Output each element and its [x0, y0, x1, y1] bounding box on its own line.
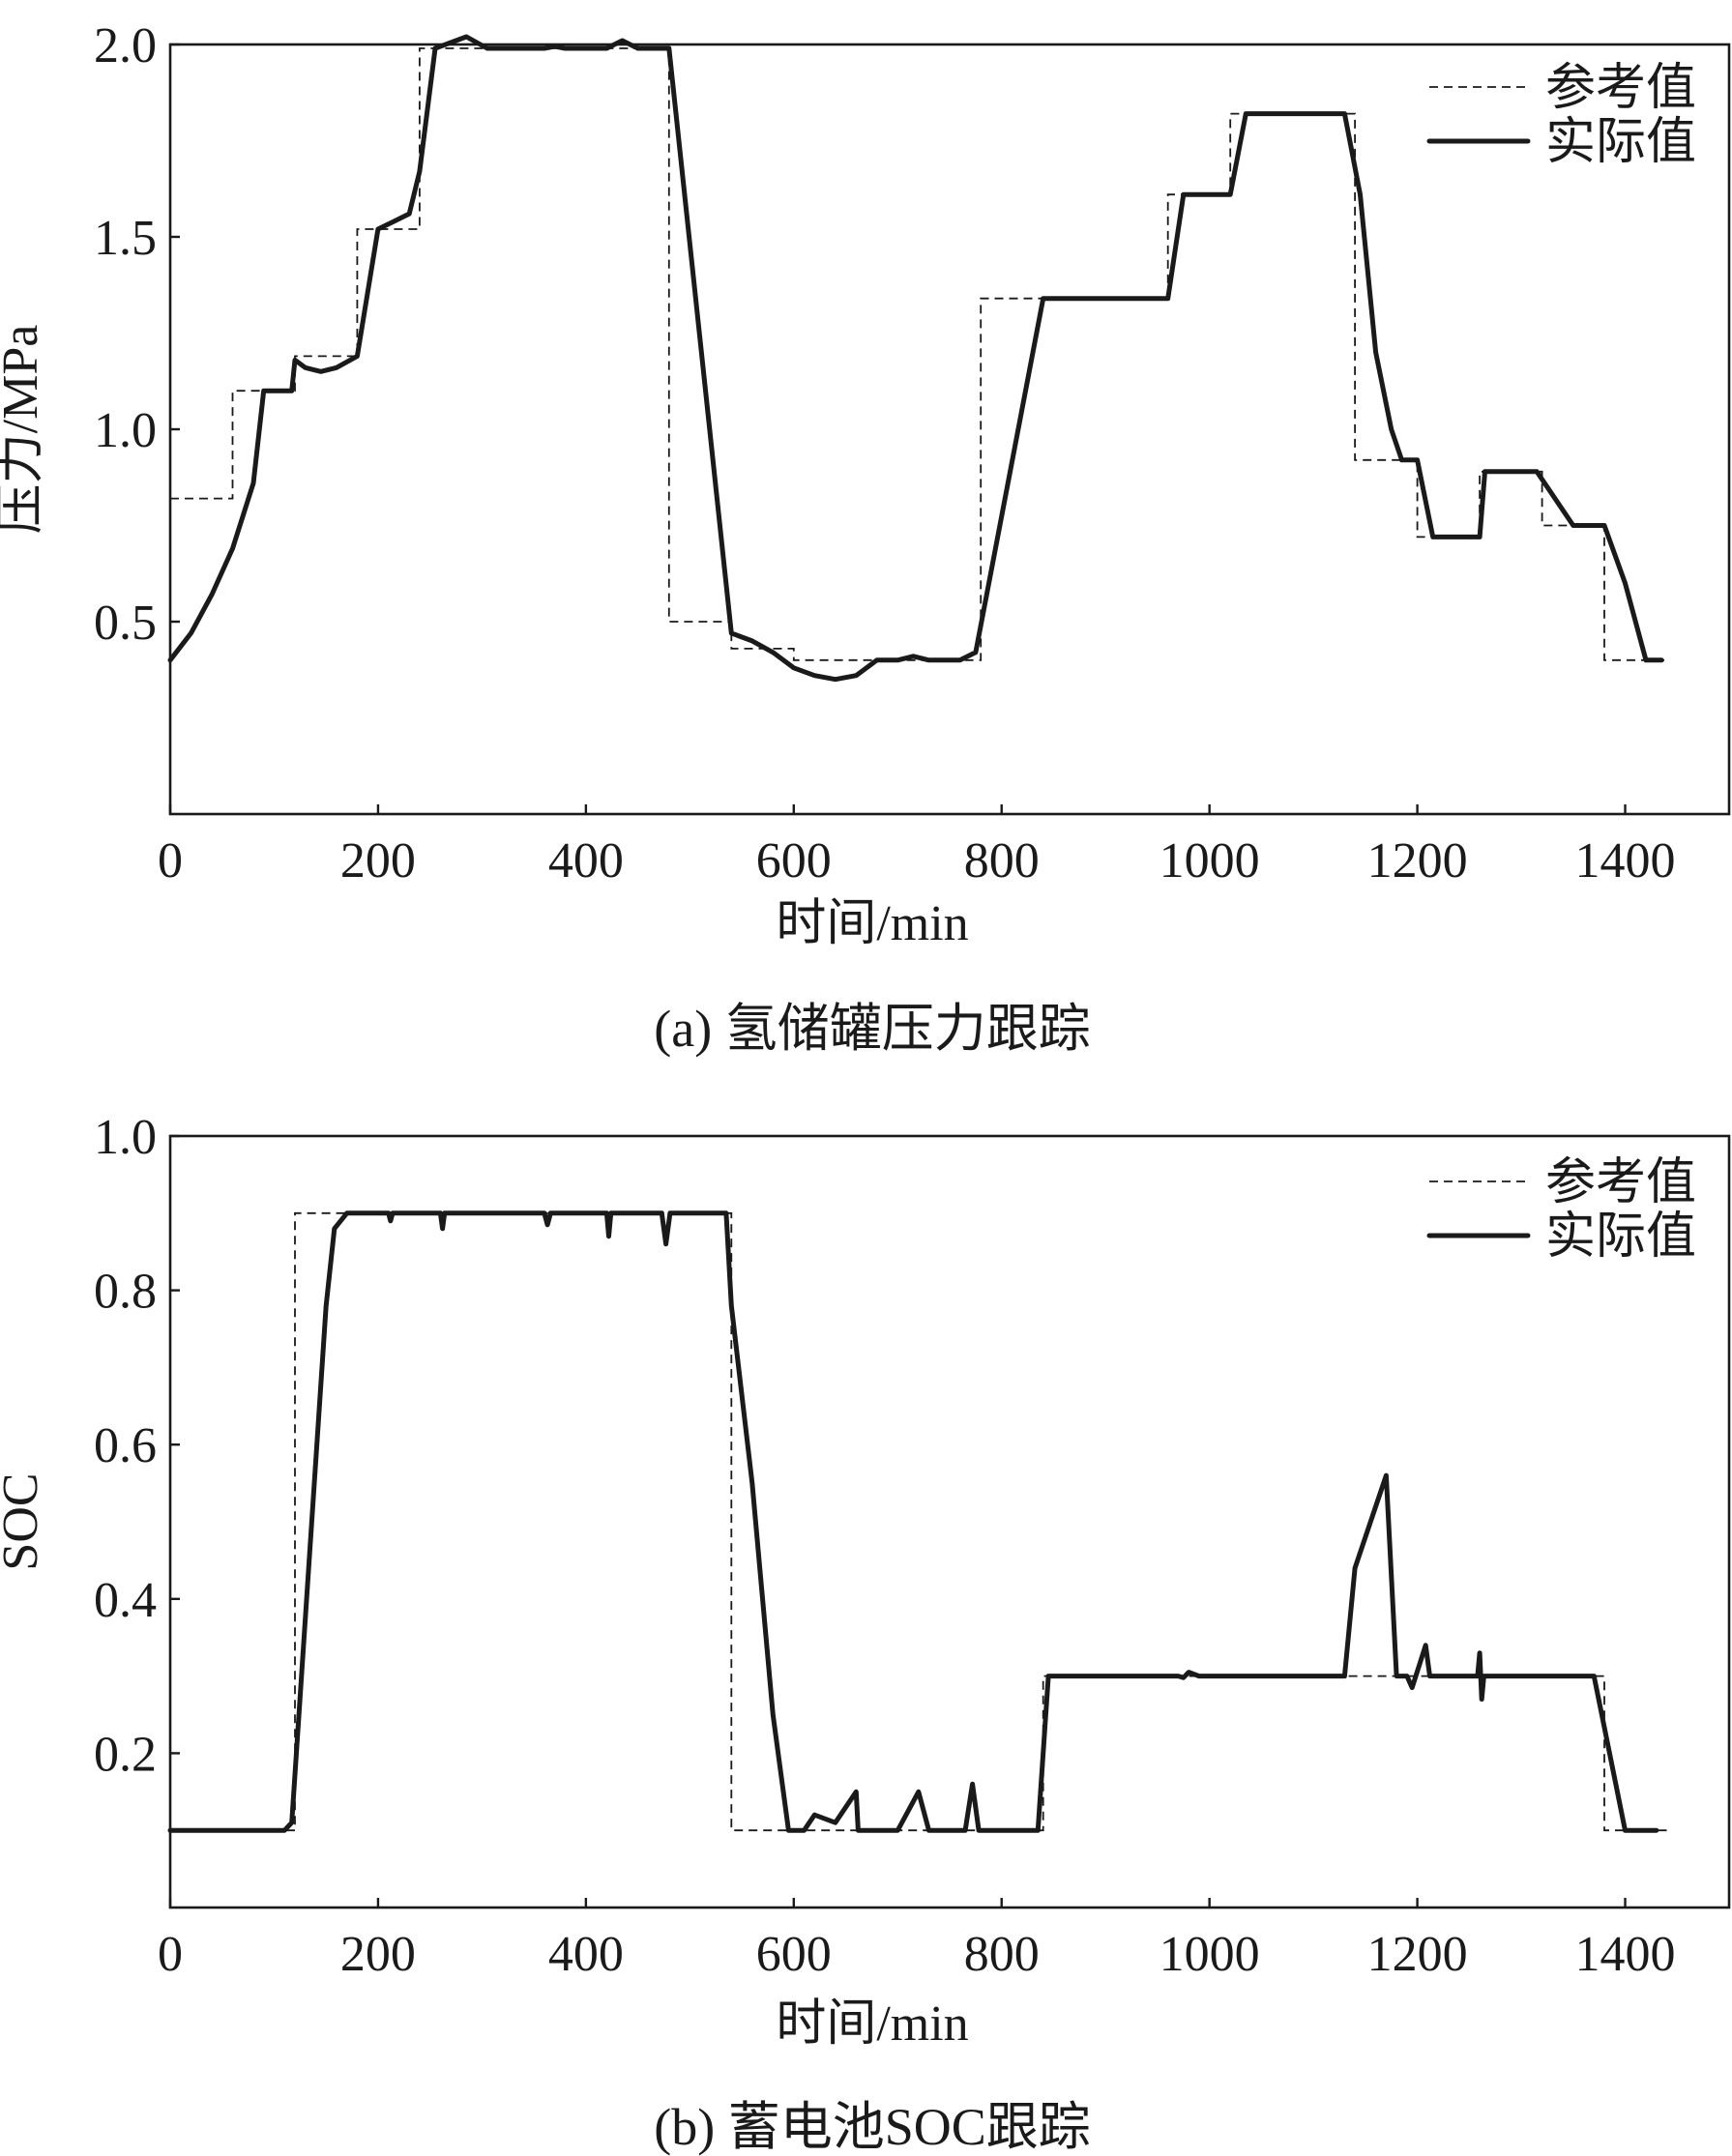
y-tick-label: 0.6: [94, 1418, 157, 1473]
x-tick-label: 800: [964, 1927, 1040, 1982]
chart-caption: (b) 蓄电池SOC跟踪: [654, 2098, 1091, 2156]
x-tick-label: 600: [756, 1927, 832, 1982]
reference-series-line: [170, 1211, 1667, 1832]
panel-a: 0 200 400 600 800 1000 1200 1400 0.5 1.0 1.5 2.0 时间/…: [0, 18, 1731, 1058]
legend-reference-label: 参考值: [1545, 61, 1696, 116]
y-tick-label: 1.0: [94, 1110, 157, 1165]
y-axis-label: 压力/MPa: [0, 325, 48, 535]
y-axis-label: SOC: [0, 1472, 48, 1570]
legend-actual-label: 实际值: [1545, 1209, 1696, 1265]
x-tick-label: 1400: [1575, 1927, 1676, 1982]
x-tick-label: 0: [158, 1927, 183, 1982]
x-tick-label: 400: [548, 833, 624, 889]
x-tick-label: 600: [756, 833, 832, 889]
panel-b: 0 200 400 600 800 1000 1200 1400 0.2 0.4 0.6 0.8 1.0…: [0, 1110, 1731, 2156]
x-axis-label: 时间/min: [776, 1996, 968, 2052]
y-tick-label: 1.0: [94, 403, 157, 458]
x-tick-label: 400: [548, 1927, 624, 1982]
x-tick-label: 1000: [1160, 833, 1260, 889]
x-axis-label: 时间/min: [776, 896, 968, 951]
x-tick-label: 1400: [1575, 833, 1676, 889]
y-tick-label: 2.0: [94, 18, 157, 73]
actual-series-line: [167, 34, 1664, 683]
legend-reference-label: 参考值: [1545, 1155, 1696, 1210]
chart-caption: (a) 氢储罐压力跟踪: [654, 1000, 1090, 1058]
reference-series-line: [170, 47, 1667, 661]
y-tick-label: 1.5: [94, 211, 157, 266]
legend-actual-label: 实际值: [1545, 115, 1696, 170]
plot-frame: [168, 1134, 1731, 1909]
x-tick-label: 200: [340, 1927, 416, 1982]
y-tick-label: 0.4: [94, 1573, 157, 1628]
x-tick-label: 1000: [1160, 1927, 1260, 1982]
x-tick-label: 800: [964, 833, 1040, 889]
plot-frame: [168, 43, 1731, 816]
x-tick-label: 1200: [1367, 1927, 1468, 1982]
y-tick-label: 0.2: [94, 1727, 157, 1782]
y-tick-label: 0.5: [94, 596, 157, 651]
actual-series-line: [167, 1210, 1659, 1833]
x-tick-label: 0: [158, 833, 183, 889]
x-tick-label: 1200: [1367, 833, 1468, 889]
y-tick-label: 0.8: [94, 1265, 157, 1320]
x-tick-label: 200: [340, 833, 416, 889]
